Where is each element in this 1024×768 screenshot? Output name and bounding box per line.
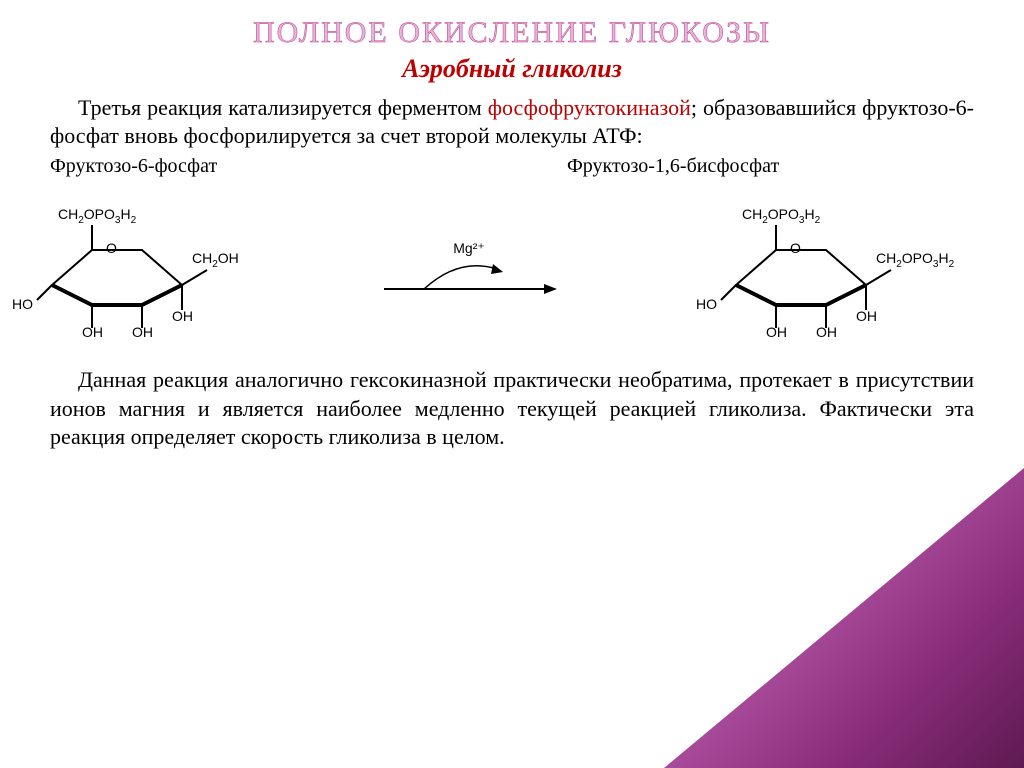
ring-o: O <box>106 240 117 256</box>
decorative-corner <box>664 468 1024 768</box>
reaction-arrow-icon <box>379 251 559 301</box>
chem-right: CH2OPO3H2 <box>876 250 954 270</box>
chem-oh2: OH <box>132 324 153 340</box>
chem-right: CH2OH <box>192 250 239 270</box>
slide-title: Полное окисление глюкозы <box>0 0 1024 50</box>
enzyme-name: фосфофруктокиназой <box>488 95 691 120</box>
chem-top: CH2OPO3H2 <box>742 206 820 226</box>
molecule-labels: Фруктозо-6-фосфат Фруктозо-1,6-бисфосфат <box>0 149 1024 178</box>
paragraph-2: Данная реакция аналогично гексокиназной … <box>0 352 1024 452</box>
chem-oh1: OH <box>82 324 103 340</box>
reaction-arrow-block: Mg²⁺ <box>242 240 696 301</box>
label-substrate: Фруктозо-6-фосфат <box>50 155 457 178</box>
chem-oh3: OH <box>172 308 193 324</box>
ring-o: O <box>790 240 801 256</box>
molecule-product: CH2OPO3H2 CH2OPO3H2 O HO OH OH OH <box>696 200 976 340</box>
chem-top: CH2OPO3H2 <box>58 206 136 226</box>
chem-oh3: OH <box>856 308 877 324</box>
paragraph-1: Третья реакция катализируется ферментом … <box>0 84 1024 149</box>
molecule-substrate: CH2OPO3H2 CH2OH O HO OH OH OH <box>12 200 242 340</box>
slide-subtitle: Аэробный гликолиз <box>0 54 1024 84</box>
para1-before: Третья реакция катализируется ферментом <box>78 95 488 120</box>
chem-oh2: OH <box>816 324 837 340</box>
furanose-ring-right <box>696 200 976 340</box>
label-product: Фруктозо-1,6-бисфосфат <box>457 155 974 178</box>
chem-ho: HO <box>12 296 33 312</box>
reaction-diagram: CH2OPO3H2 CH2OH O HO OH OH OH Mg²⁺ <box>0 178 1024 352</box>
chem-ho: HO <box>696 296 717 312</box>
chem-oh1: OH <box>766 324 787 340</box>
